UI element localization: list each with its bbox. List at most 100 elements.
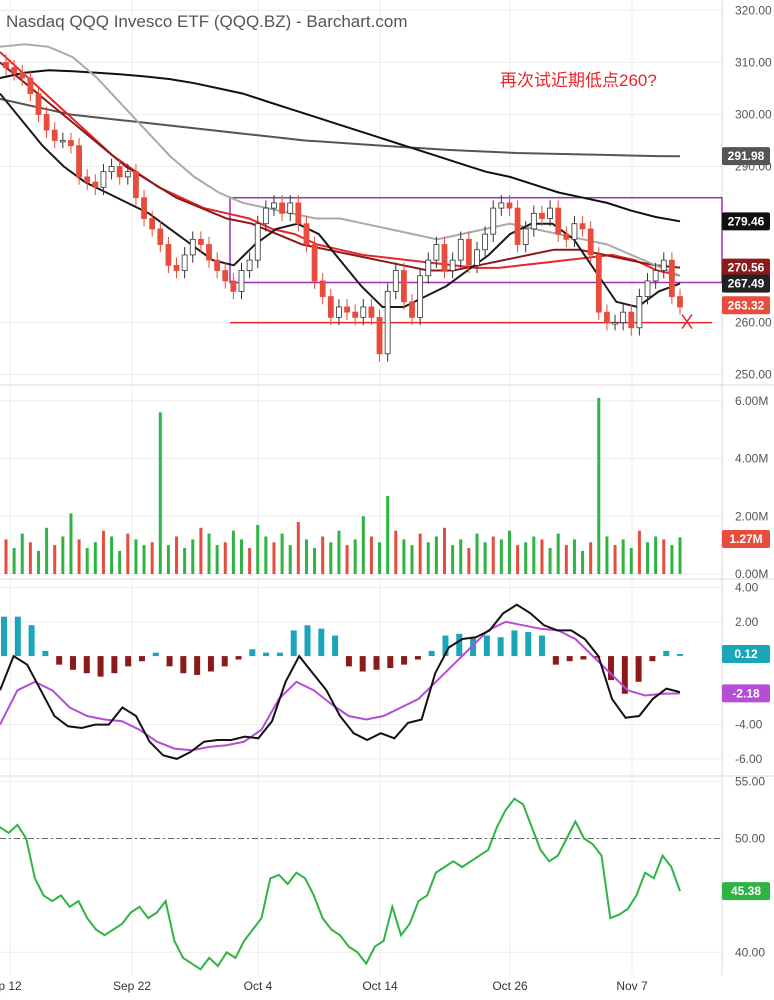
candle-body	[595, 254, 602, 313]
macd-histogram-bar	[608, 656, 615, 681]
volume-bar	[20, 533, 24, 574]
candle-body	[51, 129, 58, 141]
price-badge: 279.46	[728, 214, 765, 228]
chart-title: Nasdaq QQQ Invesco ETF (QQQ.BZ) - Barcha…	[6, 12, 407, 31]
volume-bar	[345, 545, 349, 574]
volume-bar	[556, 533, 560, 574]
price-badge: 291.98	[728, 149, 765, 163]
volume-bar	[646, 542, 650, 574]
volume-bar	[12, 548, 16, 574]
volume-bar	[175, 536, 179, 574]
rsi-panel: 45.38	[0, 797, 770, 971]
candle-body	[384, 290, 391, 355]
volume-bar	[85, 548, 89, 574]
volume-badge: 1.27M	[729, 532, 762, 546]
volume-bar	[28, 542, 32, 574]
macd-histogram-bar	[304, 625, 311, 657]
macd-histogram-bar	[539, 635, 546, 657]
candle-body	[457, 238, 464, 261]
candle-body	[327, 296, 334, 318]
candle-body	[563, 233, 570, 240]
macd-histogram-bar	[635, 656, 642, 682]
candle-body	[433, 244, 440, 261]
candle-body	[368, 306, 375, 318]
price-badge-bg	[722, 147, 770, 166]
price-badge-bg	[722, 258, 770, 277]
volume-bar	[564, 545, 568, 574]
y-tick-label: 300.00	[735, 107, 772, 121]
volume-bar	[110, 536, 114, 574]
macd-histogram-bar	[566, 656, 573, 662]
candle-body	[360, 306, 367, 318]
price-panel: 291.98 279.46 270.56 267.49 263.32	[0, 43, 770, 362]
macd-signal-line	[0, 620, 681, 752]
moving-average-line	[0, 69, 681, 223]
volume-bar	[475, 533, 479, 574]
candle-body	[11, 67, 18, 74]
candle-body	[59, 140, 66, 143]
candle-body	[547, 207, 553, 219]
volume-bar	[4, 539, 8, 574]
candle-body	[441, 244, 448, 271]
candle-body	[68, 140, 74, 147]
macd-histogram-bar	[276, 652, 283, 657]
macd-histogram-bar	[525, 632, 532, 657]
macd-histogram-bar	[125, 656, 132, 667]
macd-histogram-bar	[414, 656, 421, 660]
volume-bar	[621, 539, 625, 574]
macd-histogram-bar	[594, 656, 601, 658]
candle-body	[311, 244, 318, 282]
volume-bar	[369, 536, 373, 574]
macd-histogram-bar	[235, 656, 242, 660]
candle-body	[409, 301, 415, 318]
volume-bar	[53, 545, 57, 574]
cross-mark	[681, 314, 693, 330]
candle-body	[287, 202, 294, 214]
volume-bar	[183, 548, 187, 574]
candle-body	[449, 259, 456, 271]
macd-histogram-bar	[373, 656, 380, 670]
macd-histogram-bar	[663, 650, 670, 657]
volume-bar	[248, 548, 252, 574]
candle-body	[222, 270, 229, 282]
y-tick-label: 4.00M	[735, 452, 768, 466]
volume-bar	[467, 548, 471, 574]
volume-bar	[158, 412, 162, 574]
volume-bar	[637, 530, 641, 574]
volume-bar	[589, 542, 593, 574]
price-badge: 263.32	[728, 298, 765, 312]
candle-body	[295, 202, 302, 225]
volume-bar	[540, 539, 544, 574]
macd-histogram-bar	[580, 656, 587, 660]
x-tick-label: Oct 4	[244, 979, 273, 993]
volume-bar	[361, 516, 365, 574]
macd-histogram-bar	[387, 656, 394, 669]
volume-bar	[613, 545, 617, 574]
volume-bar	[264, 536, 268, 574]
candle-body	[401, 270, 407, 303]
signal-badge: -2.18	[732, 686, 760, 700]
volume-bar	[662, 539, 666, 574]
candle-body	[465, 238, 472, 266]
candle-body	[644, 280, 651, 297]
candle-body	[612, 322, 618, 325]
candle-body	[27, 77, 34, 95]
volume-bar	[272, 542, 276, 574]
volume-bar	[223, 542, 227, 574]
volume-bar	[36, 550, 40, 574]
macd-histogram-bar	[194, 656, 201, 675]
candle-body	[35, 93, 42, 115]
y-tick-label: -6.00	[735, 752, 763, 766]
candle-body	[254, 223, 261, 261]
candle-body	[668, 259, 675, 297]
candle-body	[587, 228, 594, 256]
volume-bar	[296, 522, 300, 574]
volume-bar	[231, 530, 235, 574]
volume-bar	[313, 548, 317, 574]
candle-body	[197, 238, 204, 245]
y-tick-label: 2.00M	[735, 509, 768, 523]
volume-bar	[394, 530, 398, 574]
price-badge: 270.56	[728, 261, 765, 275]
candle-body	[173, 264, 180, 271]
volume-bar	[304, 539, 308, 574]
